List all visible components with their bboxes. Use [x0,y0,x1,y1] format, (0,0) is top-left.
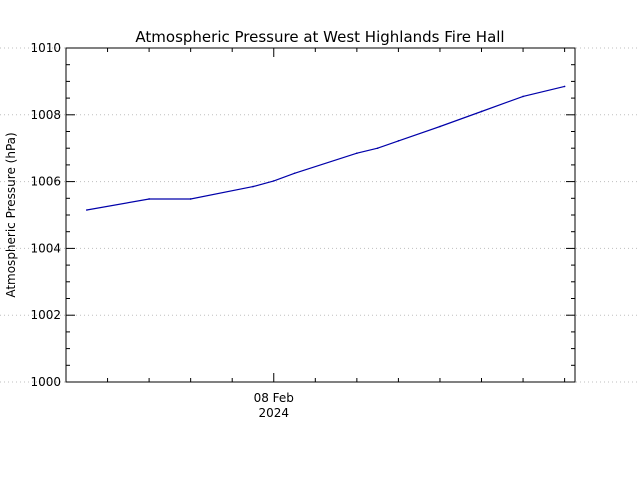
pressure-data-point [272,180,275,182]
chart-title: Atmospheric Pressure at West Highlands F… [135,28,504,46]
y-tick-label: 1000 [30,375,61,389]
pressure-data-point [522,95,524,98]
pressure-data-point [148,198,150,200]
pressure-data-point [189,198,192,200]
x-tick-label-date: 08 Feb [254,391,294,405]
plot-frame [65,47,576,383]
y-tick-label: 1002 [30,308,61,322]
pressure-data-point [293,172,296,175]
y-axis-label: Atmospheric Pressure (hPa) [4,132,18,297]
y-tick-label: 1006 [30,175,61,189]
pressure-data-point [376,147,379,149]
pressure-data-point [563,85,566,88]
x-tick-label-year: 2024 [258,406,289,420]
pressure-data-point [397,140,400,142]
pressure-data-point [356,152,358,155]
y-tick-label: 1004 [30,241,61,255]
pressure-data-point [252,185,254,188]
series-layer [85,85,566,211]
pressure-data-point [85,209,88,211]
pressure-data-point [439,125,441,128]
y-tick-label: 1010 [30,41,61,55]
y-tick-label: 1008 [30,108,61,122]
pressure-data-point [480,110,483,113]
